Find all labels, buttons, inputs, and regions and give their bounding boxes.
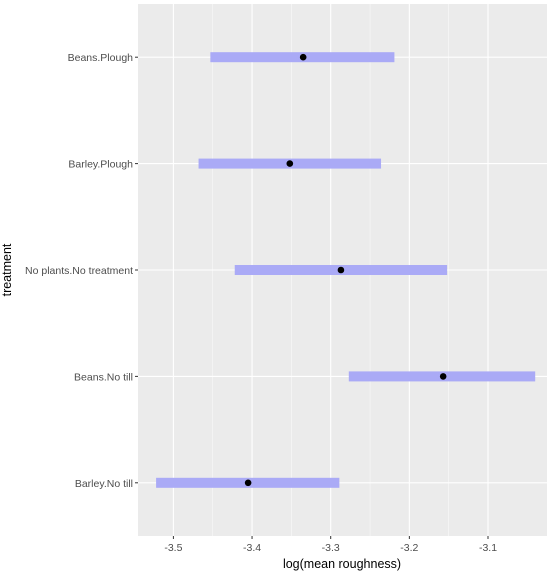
y-axis-title: treatment [0,243,14,296]
estimate-point [439,373,447,380]
x-tick-label: -3.1 [479,542,497,554]
x-axis-title: log(mean roughness) [283,557,401,571]
estimate-point [286,160,294,167]
estimate-point [337,266,345,274]
x-tick-label: -3.4 [243,542,261,554]
x-axis-ticks: -3.5 -3.4 -3.3 -3.2 -3.1 [164,536,497,554]
y-tick-label: No plants.No treatment [25,265,133,277]
x-tick-label: -3.5 [164,542,182,554]
x-tick-label: -3.3 [322,542,340,554]
y-axis-ticks: Beans.Plough Barley.Plough No plants.No tr… [25,52,138,490]
estimate-point [244,479,252,487]
y-tick-label: Barley.No till [75,478,133,490]
x-tick-label: -3.2 [400,542,418,554]
estimate-point [299,53,307,61]
y-tick-label: Beans.No till [74,371,133,383]
y-tick-label: Beans.Plough [68,52,134,64]
estimate-points [244,53,447,487]
y-tick-label: Barley.Plough [68,159,133,171]
